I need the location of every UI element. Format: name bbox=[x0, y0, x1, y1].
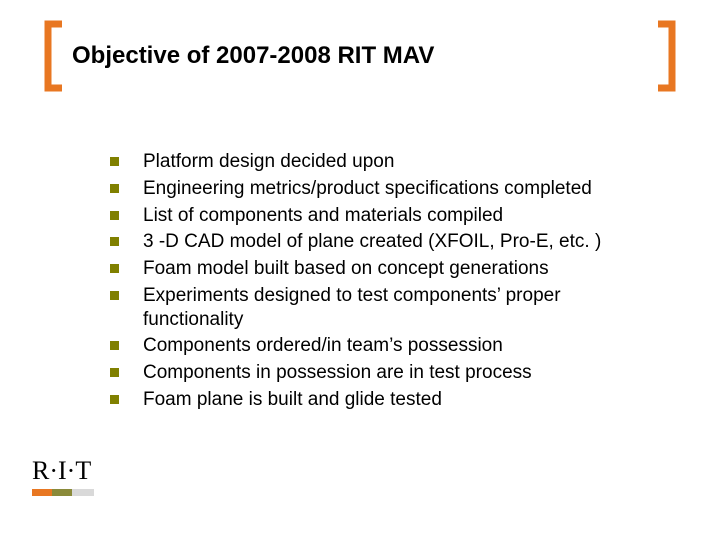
bullet-list: Platform design decided upon Engineering … bbox=[110, 150, 660, 510]
bullet-text: Foam model built based on concept genera… bbox=[143, 257, 549, 281]
bullet-text: List of components and materials compile… bbox=[143, 204, 503, 228]
list-item: List of components and materials compile… bbox=[110, 204, 660, 228]
list-item: Foam plane is built and glide tested bbox=[110, 388, 660, 412]
list-item: Components ordered/in team’s possession bbox=[110, 334, 660, 358]
bullet-square-icon bbox=[110, 341, 119, 350]
list-item: Components in possession are in test pro… bbox=[110, 361, 660, 385]
logo-underline-segment bbox=[32, 489, 52, 496]
bullet-square-icon bbox=[110, 211, 119, 220]
rit-logo-underline bbox=[32, 489, 94, 496]
bullet-text: Foam plane is built and glide tested bbox=[143, 388, 442, 412]
bullet-text: 3 -D CAD model of plane created (XFOIL, … bbox=[143, 230, 601, 254]
bullet-text: Components ordered/in team’s possession bbox=[143, 334, 503, 358]
list-item: Platform design decided upon bbox=[110, 150, 660, 174]
bullet-text: Experiments designed to test components’… bbox=[143, 284, 660, 332]
bullet-text: Components in possession are in test pro… bbox=[143, 361, 532, 385]
bullet-text: Platform design decided upon bbox=[143, 150, 394, 174]
list-item: Experiments designed to test components’… bbox=[110, 284, 660, 332]
bullet-square-icon bbox=[110, 368, 119, 377]
list-item: 3 -D CAD model of plane created (XFOIL, … bbox=[110, 230, 660, 254]
list-item: Engineering metrics/product specificatio… bbox=[110, 177, 660, 201]
bullet-text: Engineering metrics/product specificatio… bbox=[143, 177, 592, 201]
logo-underline-segment bbox=[52, 489, 72, 496]
bullet-square-icon bbox=[110, 395, 119, 404]
rit-logo-text: R·I·T bbox=[32, 456, 102, 486]
logo-underline-segment bbox=[72, 489, 94, 496]
title-bar: Objective of 2007-2008 RIT MAV bbox=[50, 28, 670, 84]
list-item: Foam model built based on concept genera… bbox=[110, 257, 660, 281]
bullet-square-icon bbox=[110, 291, 119, 300]
bullet-square-icon bbox=[110, 237, 119, 246]
slide-title: Objective of 2007-2008 RIT MAV bbox=[72, 42, 434, 70]
rit-logo: R·I·T bbox=[32, 456, 102, 496]
bullet-square-icon bbox=[110, 264, 119, 273]
bullet-square-icon bbox=[110, 157, 119, 166]
bullet-square-icon bbox=[110, 184, 119, 193]
